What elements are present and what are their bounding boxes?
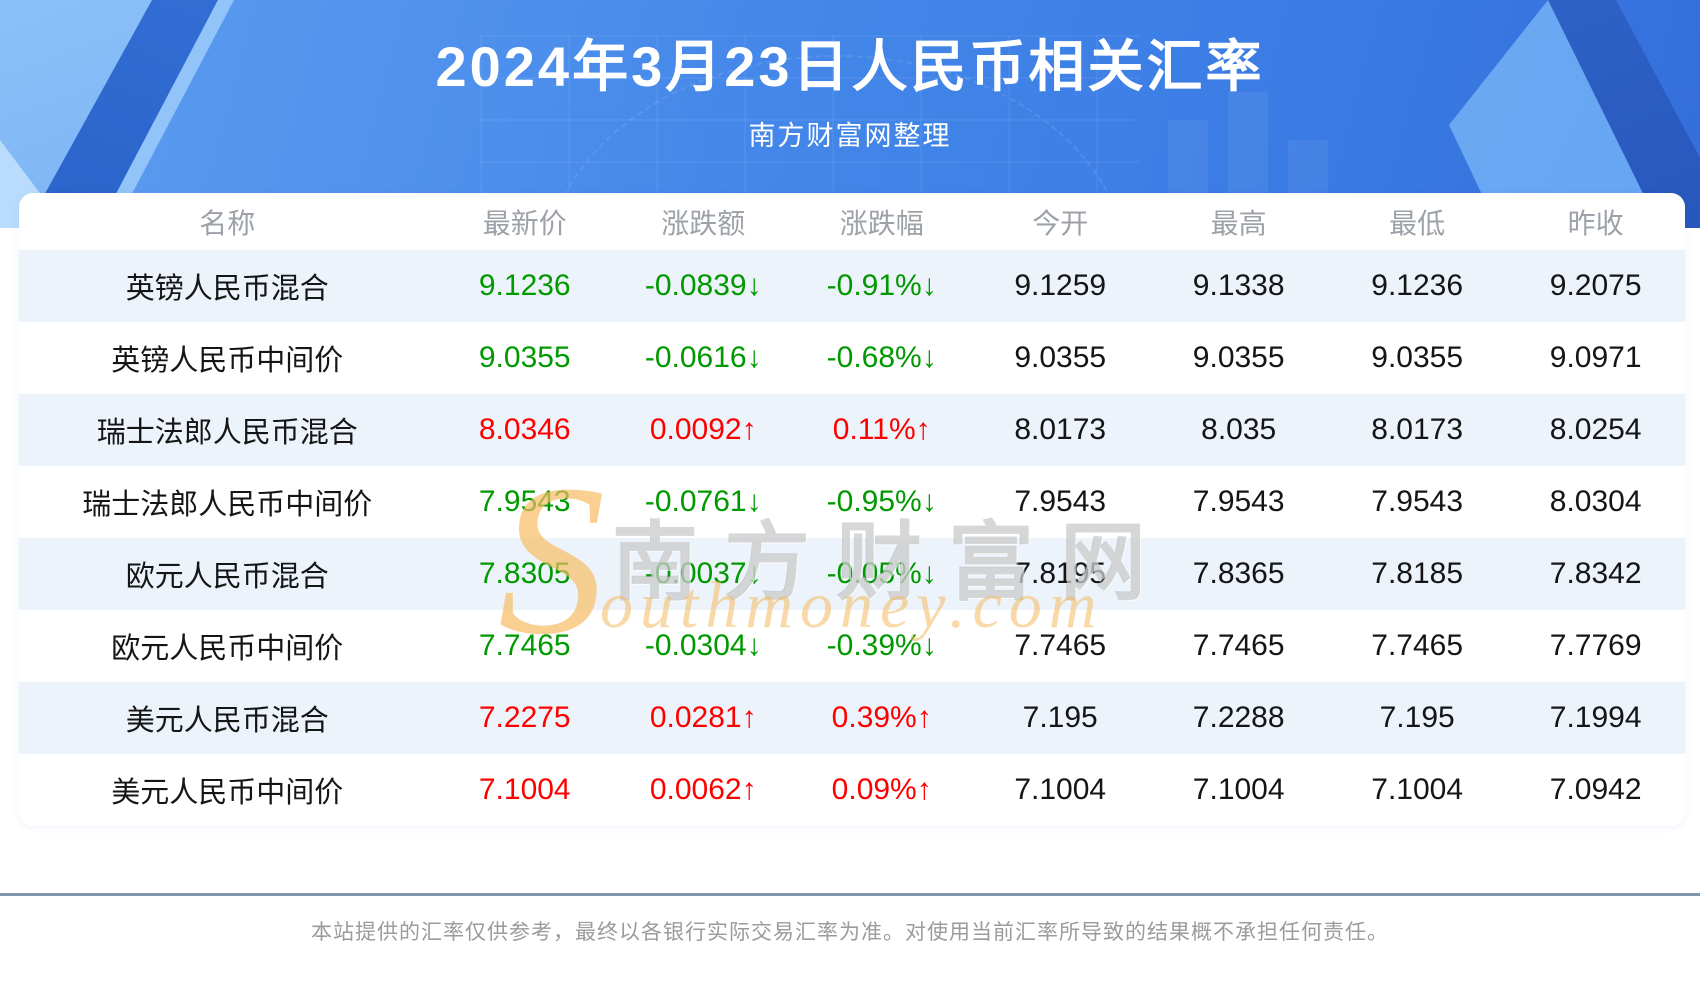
cell-change: -0.0037↓ [644,557,762,590]
cell-latest: 7.1004 [478,773,571,806]
cell-prev_close: 7.8342 [1549,557,1642,590]
cell-change: -0.0761↓ [644,485,762,518]
footer-divider [0,893,1700,896]
cell-prev_close: 8.0304 [1549,485,1642,518]
header-cell-prev_close: 昨收 [1567,207,1624,239]
table-row: 英镑人民币中间价 9.0355 -0.0616↓ -0.68%↓ 9.0355 9.035… [19,322,1685,394]
cell-high: 7.9543 [1192,485,1285,518]
cell-change_pct: -0.39%↓ [826,629,937,662]
cell-open: 7.7465 [1014,629,1107,662]
cell-prev_close: 7.0942 [1549,773,1642,806]
cell-open: 7.195 [1022,701,1098,734]
exchange-rate-table: 名称 最新价 涨跌额 涨跌幅 今开 最高 最低 昨收 英镑人民币混合 9.1236 -0.0839… [19,193,1685,826]
table-row: 瑞士法郎人民币混合 8.0346 0.0092↑ 0.11%↑ 8.0173 8.035 8… [19,394,1685,466]
cell-open: 7.8195 [1014,557,1107,590]
cell-prev_close: 7.1994 [1549,701,1642,734]
cell-high: 7.2288 [1192,701,1285,734]
cell-change: -0.0616↓ [644,341,762,374]
cell-change: -0.0304↓ [644,629,762,662]
cell-prev_close: 7.7769 [1549,629,1642,662]
cell-low: 7.195 [1379,701,1455,734]
cell-latest: 7.7465 [478,629,571,662]
cell-prev_close: 9.2075 [1549,269,1642,302]
table-row: 美元人民币混合 7.2275 0.0281↑ 0.39%↑ 7.195 7.2288 7.1… [19,682,1685,754]
cell-latest: 8.0346 [478,413,571,446]
header-cell-high: 最高 [1210,207,1267,239]
cell-name: 欧元人民币中间价 [111,633,344,665]
cell-name: 瑞士法郎人民币中间价 [82,489,373,521]
cell-open: 9.1259 [1014,269,1107,302]
cell-high: 7.1004 [1192,773,1285,806]
cell-change_pct: -0.05%↓ [826,557,937,590]
cell-high: 8.035 [1201,413,1277,446]
cell-change: -0.0839↓ [644,269,762,302]
cell-high: 9.1338 [1192,269,1285,302]
cell-low: 8.0173 [1371,413,1464,446]
table-row: 瑞士法郎人民币中间价 7.9543 -0.0761↓ -0.95%↓ 7.9543 7.9… [19,466,1685,538]
table-row: 欧元人民币中间价 7.7465 -0.0304↓ -0.39%↓ 7.7465 7.746… [19,610,1685,682]
cell-open: 7.1004 [1014,773,1107,806]
header-cell-latest: 最新价 [482,207,567,239]
cell-latest: 7.8305 [478,557,571,590]
cell-name: 欧元人民币混合 [125,561,329,593]
table-row: 英镑人民币混合 9.1236 -0.0839↓ -0.91%↓ 9.1259 9.1338… [19,250,1685,322]
cell-high: 7.7465 [1192,629,1285,662]
cell-open: 9.0355 [1014,341,1107,374]
cell-prev_close: 9.0971 [1549,341,1642,374]
cell-low: 7.1004 [1371,773,1464,806]
table-row: 美元人民币中间价 7.1004 0.0062↑ 0.09%↑ 7.1004 7.1004 7… [19,754,1685,826]
cell-change: 0.0062↑ [649,773,757,806]
cell-low: 7.9543 [1371,485,1464,518]
cell-open: 8.0173 [1014,413,1107,446]
cell-latest: 7.9543 [478,485,571,518]
cell-low: 9.0355 [1371,341,1464,374]
page-title: 2024年3月23日人民币相关汇率 [435,35,1265,98]
table-row: 欧元人民币混合 7.8305 -0.0037↓ -0.05%↓ 7.8195 7.8365… [19,538,1685,610]
cell-low: 9.1236 [1371,269,1464,302]
header-cell-change_pct: 涨跌幅 [839,207,924,239]
cell-high: 9.0355 [1192,341,1285,374]
disclaimer-text: 本站提供的汇率仅供参考，最终以各银行实际交易汇率为准。对使用当前汇率所导致的结果… [311,921,1389,944]
cell-change_pct: 0.11%↑ [832,413,931,446]
cell-name: 英镑人民币混合 [125,273,329,305]
cell-open: 7.9543 [1014,485,1107,518]
cell-latest: 9.1236 [478,269,571,302]
cell-change_pct: -0.68%↓ [826,341,937,374]
cell-latest: 7.2275 [478,701,571,734]
header-cell-low: 最低 [1389,207,1446,239]
header-cell-name: 名称 [199,207,256,239]
cell-prev_close: 8.0254 [1549,413,1642,446]
cell-change_pct: 0.39%↑ [831,701,932,734]
cell-low: 7.7465 [1371,629,1464,662]
cell-low: 7.8185 [1371,557,1464,590]
cell-name: 瑞士法郎人民币混合 [96,417,358,449]
page-subtitle: 南方财富网整理 [748,121,952,151]
cell-latest: 9.0355 [478,341,571,374]
cell-change: 0.0281↑ [649,701,757,734]
cell-name: 英镑人民币中间价 [111,345,344,377]
cell-change: 0.0092↑ [649,413,757,446]
cell-name: 美元人民币中间价 [111,777,344,809]
cell-name: 美元人民币混合 [125,705,329,737]
header-cell-change: 涨跌额 [661,207,746,239]
cell-high: 7.8365 [1192,557,1285,590]
cell-change_pct: -0.95%↓ [826,485,937,518]
banner-candlestick-decoration [1228,92,1268,208]
cell-change_pct: 0.09%↑ [831,773,932,806]
cell-change_pct: -0.91%↓ [826,269,937,302]
header-cell-open: 今开 [1032,207,1089,239]
table-header-row: 名称 最新价 涨跌额 涨跌幅 今开 最高 最低 昨收 [19,193,1685,250]
